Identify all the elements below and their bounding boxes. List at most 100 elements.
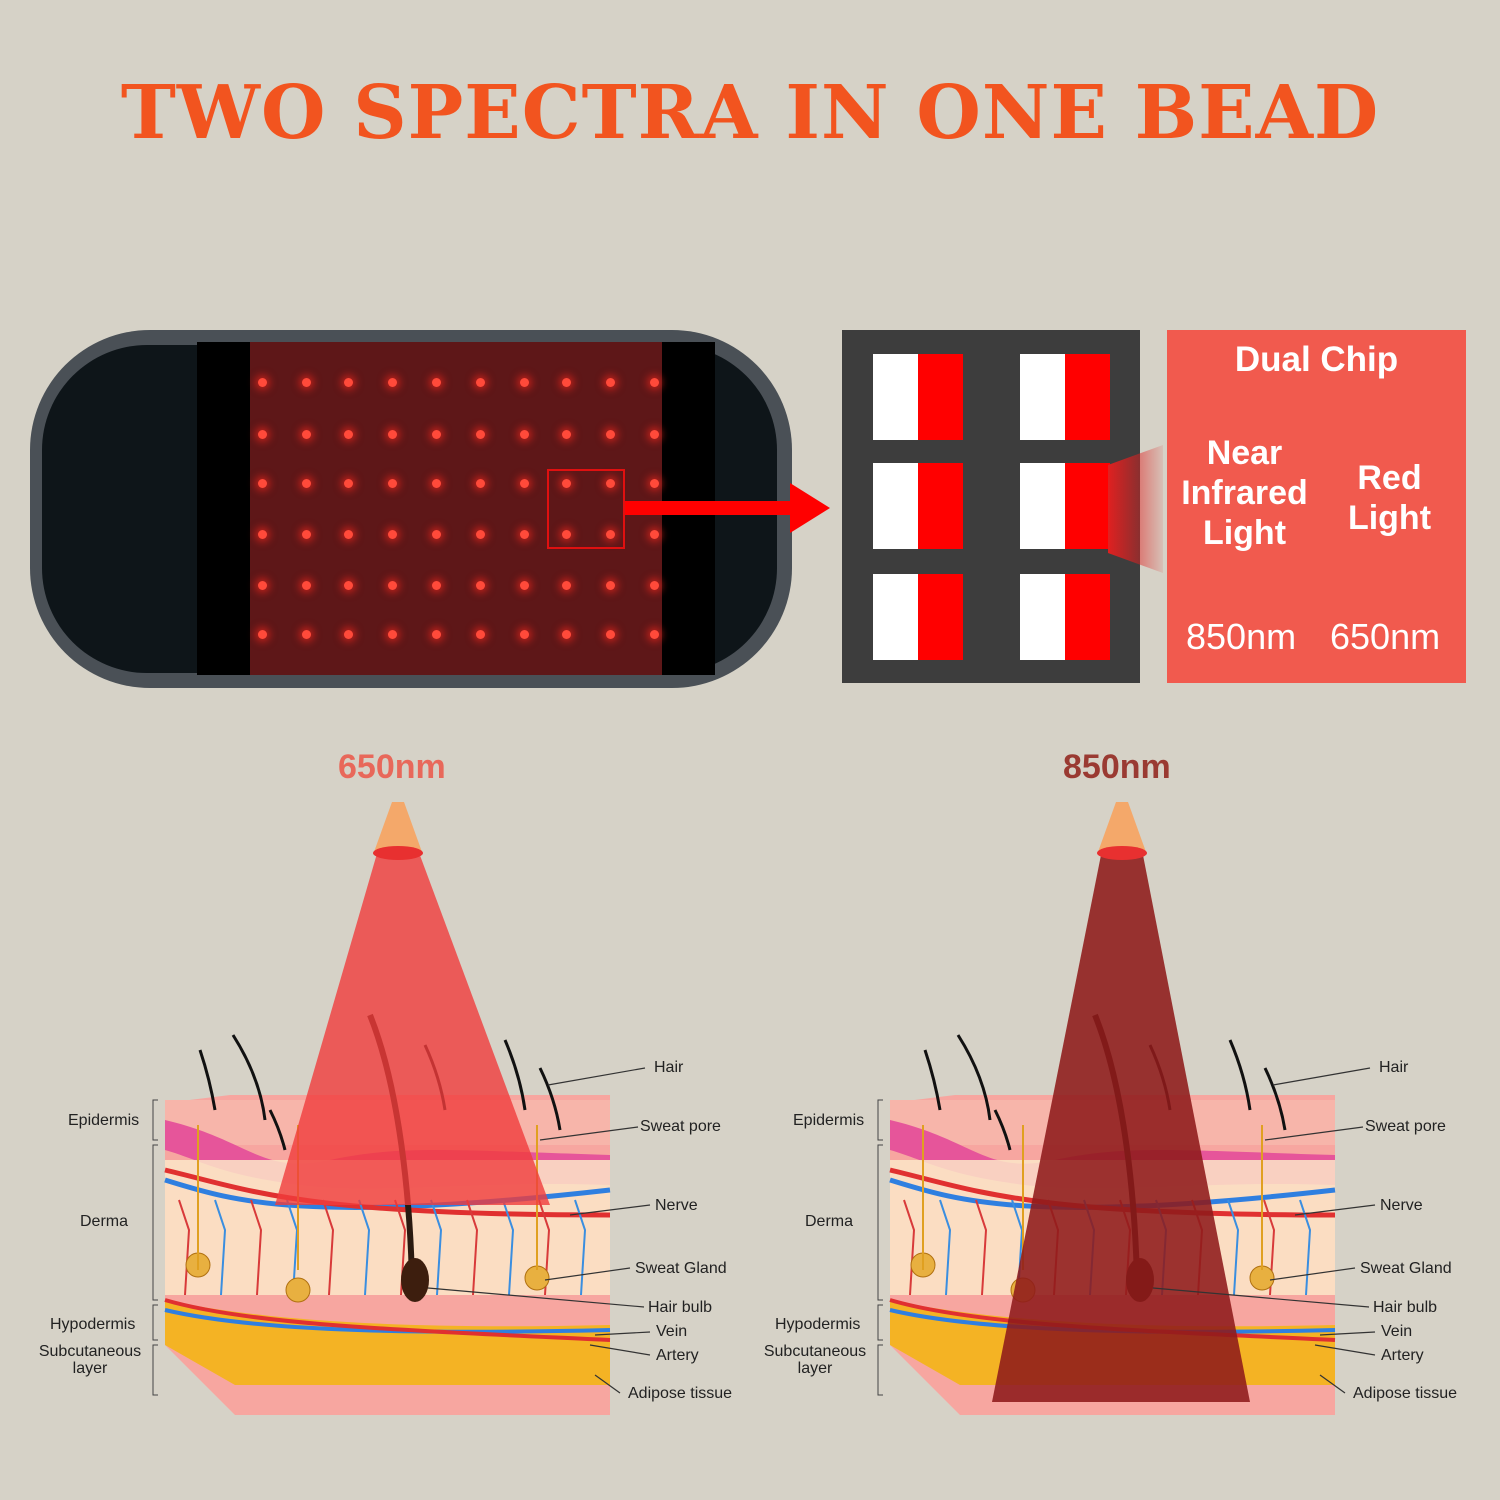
layer-bracket [152, 1304, 158, 1341]
led-bead [476, 530, 485, 539]
led-bead [432, 630, 441, 639]
led-bead [258, 581, 267, 590]
hair [956, 1034, 992, 1121]
led-bead [476, 630, 485, 639]
led-bead [476, 430, 485, 439]
led-bead [388, 630, 397, 639]
skin-label-sweat-gland: Sweat Gland [635, 1260, 727, 1277]
capillary [214, 1199, 227, 1296]
label-leader [1272, 1067, 1371, 1086]
hair [1263, 1067, 1287, 1131]
layer-bracket [152, 1344, 158, 1396]
hair [923, 1049, 942, 1111]
capillary [250, 1199, 263, 1296]
skin-label-adipose-tissue: Adipose tissue [628, 1385, 733, 1402]
red-line: Red [1357, 459, 1422, 497]
nir-line: Near [1206, 434, 1283, 472]
label-leader [1294, 1204, 1376, 1216]
led-bead [302, 378, 311, 387]
skin-label-subcutaneous-layer: Subcutaneous layer [763, 1343, 867, 1377]
led-bead [650, 630, 659, 639]
dual-chip [873, 354, 963, 440]
skin-label-artery: Artery [1381, 1347, 1424, 1364]
red-label: Red Light [1317, 458, 1462, 538]
light-source-lens [1097, 846, 1147, 860]
wavelength-650-label: 650nm [338, 748, 446, 786]
hair-bulb [401, 1258, 429, 1302]
light-source-icon [1098, 802, 1146, 852]
hair [503, 1039, 527, 1111]
label-leader [569, 1204, 651, 1216]
red-wavelength: 650nm [1330, 616, 1441, 657]
label-leader [1314, 1344, 1376, 1356]
skin-label-nerve: Nerve [1380, 1197, 1423, 1214]
led-bead [302, 630, 311, 639]
skin-label-subcutaneous-layer: Subcutaneous layer [38, 1343, 142, 1377]
light-source-icon [374, 802, 422, 852]
label-leader [547, 1067, 646, 1086]
label-leader [594, 1331, 651, 1336]
skin-label-nerve: Nerve [655, 1197, 698, 1214]
light-beam [275, 850, 550, 1205]
led-bead [520, 630, 529, 639]
label-leader [544, 1267, 631, 1281]
dual-chip [873, 574, 963, 660]
led-bead [302, 479, 311, 488]
capillary [322, 1199, 335, 1296]
skin-label-hair: Hair [654, 1059, 684, 1076]
led-bead [562, 430, 571, 439]
capillary [1227, 1199, 1240, 1296]
capillary [975, 1199, 988, 1296]
skin-label-epidermis: Epidermis [68, 1112, 140, 1129]
led-bead [650, 430, 659, 439]
led-bead [258, 430, 267, 439]
led-panel [250, 342, 662, 675]
led-bead [606, 530, 615, 539]
skin-label-hair: Hair [1379, 1059, 1409, 1076]
led-bead [432, 479, 441, 488]
skin-label-vein: Vein [1381, 1323, 1413, 1340]
led-bead [606, 630, 615, 639]
led-bead [344, 530, 353, 539]
info-heading: Dual Chip [1234, 340, 1399, 379]
vein [889, 1177, 1336, 1211]
led-bead [388, 479, 397, 488]
skin-label-vein: Vein [656, 1323, 688, 1340]
led-bead [650, 378, 659, 387]
skin-label-epidermis: Epidermis [793, 1112, 865, 1129]
capillary [502, 1199, 515, 1296]
led-bead [606, 581, 615, 590]
vein [164, 1308, 611, 1334]
capillary [939, 1199, 952, 1296]
dual-chip [873, 463, 963, 549]
label-leader [1319, 1374, 1346, 1394]
layer-bracket [877, 1304, 883, 1341]
led-bead [344, 430, 353, 439]
led-bead [432, 530, 441, 539]
skin-label-derma: Derma [80, 1213, 129, 1230]
capillary [358, 1199, 371, 1296]
light-source-lens [373, 846, 423, 860]
nir-line: Light [1202, 514, 1287, 552]
led-bead [606, 430, 615, 439]
led-bead [520, 581, 529, 590]
skin-label-artery: Artery [656, 1347, 699, 1364]
led-bead [344, 630, 353, 639]
layer-bracket [152, 1099, 158, 1141]
label-leader [427, 1287, 645, 1308]
led-bead [606, 378, 615, 387]
label-leader [589, 1344, 651, 1356]
led-bead [520, 530, 529, 539]
layer-bracket [152, 1144, 158, 1301]
hair [198, 1049, 217, 1111]
hair [1228, 1039, 1252, 1111]
dual-chip-info: Dual Chip Near Infrared Light Red Light … [1167, 330, 1466, 683]
skin-label-adipose-tissue: Adipose tissue [1353, 1385, 1458, 1402]
led-bead [388, 378, 397, 387]
led-bead [258, 378, 267, 387]
led-bead [302, 530, 311, 539]
label-leader [1152, 1287, 1370, 1308]
led-bead [388, 581, 397, 590]
belt-strip [197, 342, 252, 675]
